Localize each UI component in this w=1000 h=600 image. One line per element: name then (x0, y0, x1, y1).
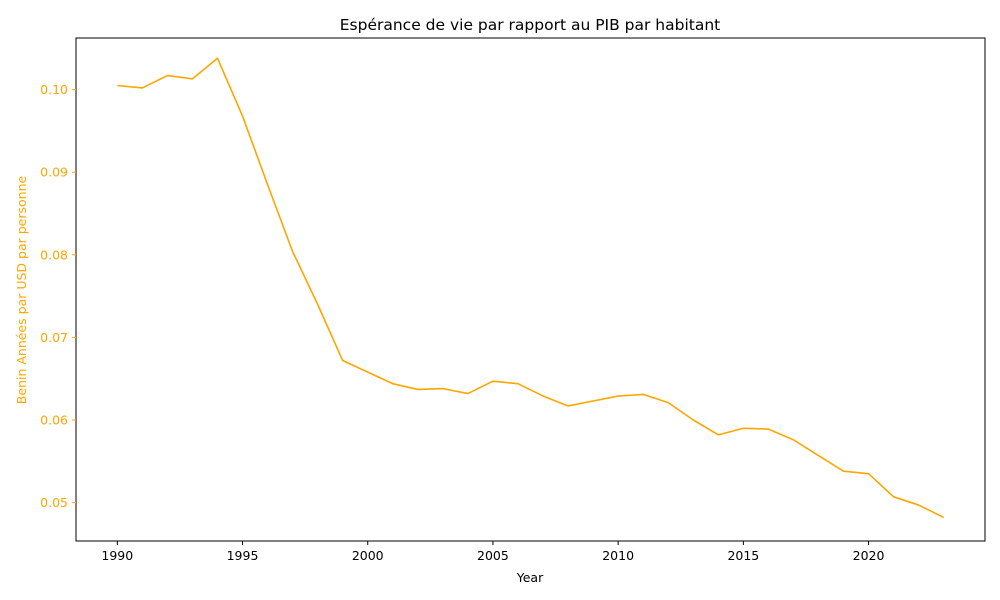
y-tick-label: 0.05 (40, 495, 68, 510)
plot-area (75, 37, 986, 542)
x-tick-label: 1990 (101, 548, 133, 563)
x-tick-label: 2005 (477, 548, 509, 563)
chart-title: Espérance de vie par rapport au PIB par … (340, 16, 721, 34)
x-axis-label: Year (516, 570, 544, 585)
y-tick-label: 0.09 (40, 165, 68, 180)
y-tick-label: 0.07 (40, 330, 68, 345)
x-tick-label: 2000 (352, 548, 384, 563)
plot-frame (75, 37, 986, 542)
series-layer (117, 57, 945, 519)
x-tick-label: 2010 (602, 548, 634, 563)
y-tick-label: 0.06 (40, 412, 68, 427)
x-tick-label: 2020 (853, 548, 885, 563)
y-tick-label: 0.10 (40, 82, 68, 97)
series-line-benin (117, 57, 945, 519)
y-axis-label: Benin Années par USD par personne (14, 176, 29, 405)
x-tick-label: 1995 (227, 548, 259, 563)
y-axis: 0.05 0.06 0.07 0.08 0.09 0.10 (40, 82, 76, 510)
x-axis: 1990 1995 2000 2005 2010 2015 2020 (101, 541, 885, 563)
y-tick-label: 0.08 (40, 247, 68, 262)
x-tick-label: 2015 (727, 548, 759, 563)
